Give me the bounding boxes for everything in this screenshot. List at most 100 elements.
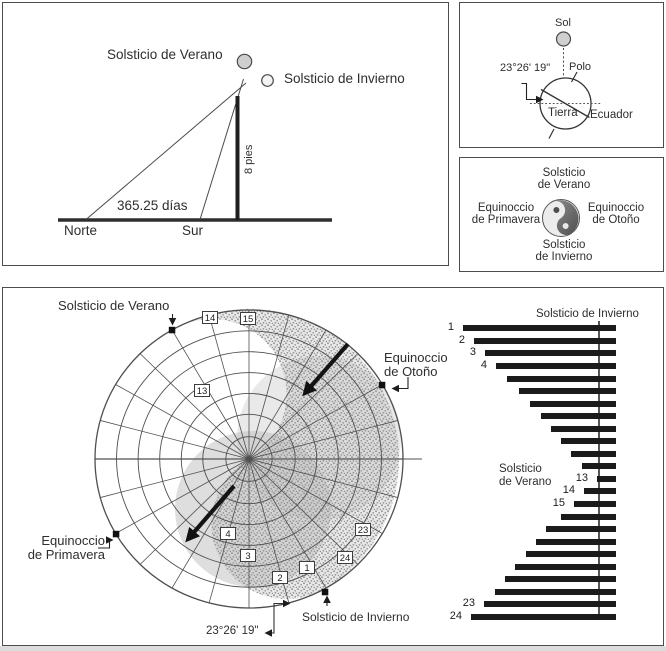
bar-21 (505, 576, 616, 583)
season-bottom-line2: de Invierno (535, 251, 593, 264)
hour-box-13: 13 (194, 383, 210, 397)
season-left-label: Equinoccio de Primavera (463, 202, 549, 227)
sun-icon (555, 31, 572, 47)
bar-4 (496, 362, 616, 369)
polar-spoke (248, 353, 359, 460)
bar-6 (519, 388, 616, 395)
bar-5 (507, 375, 616, 382)
days-label: 365.25 días (117, 198, 188, 213)
polar-grid (94, 309, 404, 609)
pole-label: Polo (569, 61, 592, 73)
bar-mid-line1: Solsticio (499, 463, 542, 475)
polar-spring-line2: de Primavera (27, 547, 105, 563)
polar-spoke (248, 458, 359, 565)
season-left-line2: de Primavera (471, 214, 541, 227)
polar-spoke (171, 329, 250, 460)
polar-spoke (208, 314, 250, 460)
bar-mid-line2: de Verano (499, 475, 552, 488)
season-top-label: Solsticio de Verano (519, 167, 609, 192)
bar-label-1: 1 (447, 321, 454, 334)
bar-15 (574, 501, 616, 507)
polar-spoke (115, 384, 250, 460)
bar-3 (485, 350, 616, 357)
polar-spring-line1: Equinoccio (41, 533, 105, 548)
season-right-line2: de Otoño (592, 214, 640, 227)
spring-label-arrow (98, 536, 114, 549)
winter-solstice-label: Solsticio de Invierno (284, 71, 405, 86)
season-right-line1: Equinoccio (587, 202, 645, 214)
polar-autumn-line2: de Otoño (384, 364, 438, 380)
bar-label-23: 23 (462, 597, 475, 610)
winter-sun-icon (261, 74, 274, 87)
polar-summer-label: Solsticio de Verano (58, 298, 170, 313)
bar-label-2: 2 (458, 333, 465, 346)
gnomon-panel: Solsticio de Verano Solsticio de Inviern… (2, 2, 449, 266)
winter-shadow-ray (85, 82, 247, 220)
polar-axis-top-tick (570, 71, 578, 83)
bar-17 (546, 526, 616, 533)
polar-angle-label: 23°26' 19" (206, 625, 259, 637)
polar-spoke (115, 458, 250, 534)
bar-13 (597, 475, 616, 482)
direction-arrow-lower (185, 484, 236, 543)
polar-winter-label: Solsticio de Invierno (302, 610, 410, 624)
polar-autumn-line1: Equinoccio (384, 350, 448, 365)
polar-autumn-label: Equinoccio de Otoño (384, 350, 448, 380)
bar-label-4: 4 (480, 358, 487, 371)
season-right-label: Equinoccio de Otoño (573, 202, 659, 227)
summer-solstice-label: Solsticio de Verano (107, 47, 223, 62)
bar-10 (561, 438, 616, 445)
tilt-diagram (521, 31, 601, 139)
bar-1 (463, 325, 616, 332)
tilt-angle-leader (264, 599, 291, 637)
polar-chart-panel: Solsticio de Verano Equinoccio de Otoño … (2, 287, 664, 646)
polar-spoke (100, 458, 250, 498)
direction-arrow-upper (302, 342, 350, 397)
polar-spoke (248, 420, 398, 460)
sun-label: Sol (555, 17, 571, 29)
equator-label: Ecuador (590, 109, 633, 121)
polar-spoke (248, 314, 290, 460)
bar-18 (536, 538, 616, 545)
autumn-label-arrow (391, 377, 409, 393)
bar-9 (551, 425, 616, 432)
polar-spoke (139, 458, 250, 565)
south-label: Sur (182, 223, 204, 238)
bottom-strip (0, 646, 666, 651)
bar-2 (474, 337, 616, 344)
hour-box-4: 4 (220, 526, 236, 540)
bar-22 (495, 588, 616, 595)
hour-box-24: 24 (337, 550, 353, 564)
polar-spoke (100, 420, 250, 460)
bar-19 (526, 551, 616, 558)
winter-solstice-marker (321, 588, 329, 596)
season-bottom-line1: Solsticio (542, 239, 586, 251)
bar-14 (584, 488, 616, 495)
gnomon-height-label: 8 pies (243, 144, 255, 174)
polar-spoke (248, 458, 383, 534)
north-label: Norte (64, 223, 98, 238)
bar-24 (471, 613, 616, 620)
seasons-panel: Solsticio de Verano Equinoccio de Primav… (459, 157, 664, 272)
bar-label-24: 24 (449, 609, 462, 622)
polar-spoke (171, 458, 250, 589)
polar-spoke (248, 329, 327, 460)
bar-label-14: 14 (562, 484, 575, 497)
hour-box-14: 14 (202, 310, 218, 324)
equator-line (540, 88, 590, 119)
season-left-line1: Equinoccio (477, 202, 535, 214)
bar-23 (484, 601, 616, 608)
polar-spring-label: Equinoccio de Primavera (17, 533, 105, 563)
hour-box-23: 23 (355, 522, 371, 536)
gnomon-diagram (58, 53, 332, 222)
tilt-angle-arrow (521, 82, 544, 104)
season-top-line2: de Verano (537, 179, 591, 192)
earth-tilt-panel: Sol 23°26' 19" Polo Tierra Ecuador (459, 2, 664, 148)
bar-label-3: 3 (469, 346, 476, 359)
earth-label: Tierra (548, 107, 578, 119)
summer-solstice-marker (168, 326, 176, 334)
polar-spoke (139, 353, 250, 460)
spring-equinox-marker (112, 530, 120, 538)
bar-11 (571, 450, 616, 457)
